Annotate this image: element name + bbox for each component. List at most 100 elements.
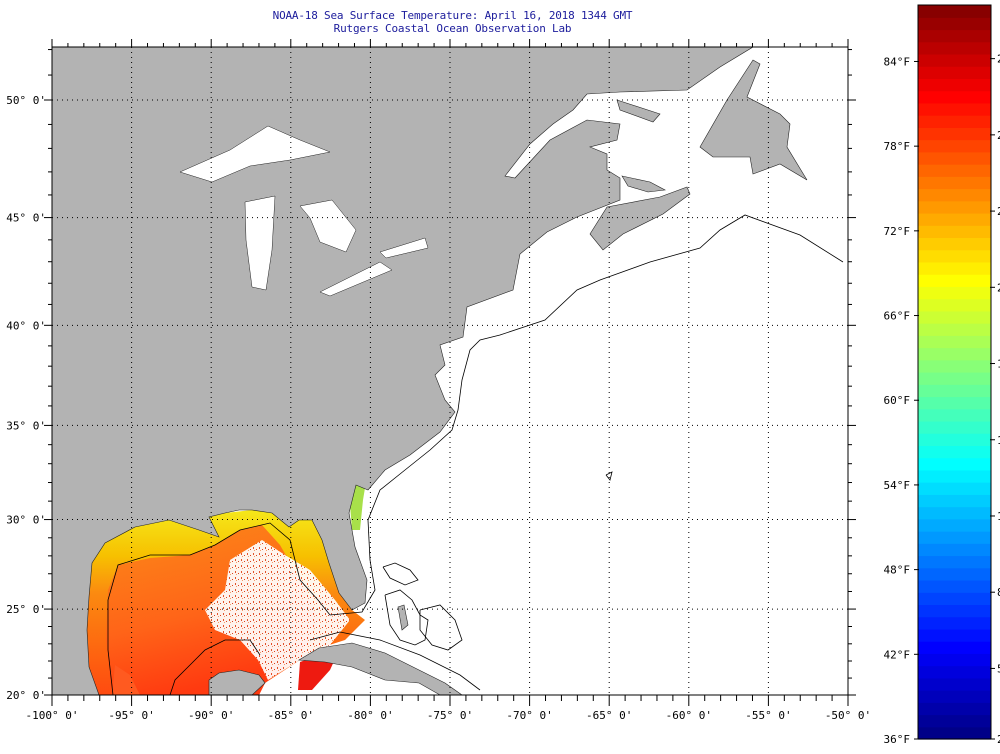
longitude-labels: -100° 0' -95° 0' -90° 0' -85° 0' -80° 0' -75°… [26, 709, 872, 722]
colorbar-band [918, 164, 991, 177]
colorbar-band [918, 225, 991, 239]
bahamas-outline-1 [382, 562, 419, 586]
colorbar-c-label: 8°C [997, 586, 1000, 599]
lat-tick-label: 20° 0' [6, 689, 46, 702]
lon-tick-label: -70° 0' [506, 709, 552, 722]
lat-tick-label: 50° 0' [6, 94, 46, 107]
colorbar-f-label: 60°F [884, 394, 911, 407]
colorbar-labels: 84°F 78°F 72°F 66°F 60°F 54°F 48°F 42°F 36°F 29°C… [884, 53, 1000, 746]
colorbar-band [918, 555, 991, 569]
colorbar-f-label: 78°F [884, 140, 911, 153]
colorbar-band [918, 286, 991, 300]
colorbar-band [918, 53, 991, 67]
colorbar-band [918, 433, 991, 446]
gulf-partial-cloud-area [205, 540, 350, 680]
colorbar-band [918, 102, 991, 116]
colorbar-band [918, 420, 991, 434]
colorbar-band [918, 261, 991, 275]
colorbar-c-label: 14°C [997, 434, 1000, 447]
colorbar-band [918, 127, 991, 141]
colorbar-band [918, 445, 991, 459]
cuba-shelf-outline [309, 631, 481, 691]
bahamas-outline-3 [419, 604, 463, 651]
colorbar-band [918, 139, 991, 153]
colorbar-band [918, 151, 991, 165]
colorbar-band [918, 531, 991, 544]
lon-tick-label: -75° 0' [427, 709, 473, 722]
colorbar-band [918, 5, 991, 18]
colorbar-band [918, 592, 991, 606]
land-masses [51, 46, 808, 696]
lat-tick-label: 30° 0' [6, 514, 46, 527]
colorbar-band [918, 17, 991, 31]
colorbar-f-label: 84°F [884, 55, 911, 68]
lake-ontario [379, 237, 429, 259]
latitude-labels: 20° 0' 25° 0' 30° 0' 35° 0' 40° 0' 45° 0' 50° … [6, 94, 46, 702]
colorbar-band [918, 310, 991, 324]
prince-edward-island [621, 175, 666, 193]
newfoundland [699, 59, 808, 181]
colorbar-band [918, 408, 991, 422]
colorbar-band [918, 665, 991, 679]
colorbar-c-label: 20°C [997, 281, 1000, 294]
colorbar-band [918, 249, 991, 263]
lon-tick-label: -50° 0' [825, 709, 871, 722]
colorbar-band [918, 653, 991, 667]
lake-michigan [244, 195, 276, 291]
axis-ticks [44, 39, 856, 706]
colorbar-band [918, 628, 991, 642]
colorbar-band [918, 188, 991, 202]
colorbar-band [918, 212, 991, 226]
colorbar-band [918, 90, 991, 104]
gulf-southwest-sst [112, 665, 140, 695]
colorbar-band [918, 359, 991, 373]
colorbar-band [918, 66, 991, 79]
colorbar-band [918, 714, 991, 728]
lon-tick-label: -90° 0' [188, 709, 234, 722]
colorbar-band [918, 41, 991, 55]
colorbar-f-label: 54°F [884, 479, 911, 492]
lat-tick-label: 45° 0' [6, 212, 46, 225]
small-island-outline [605, 471, 613, 481]
colorbar-c-label: 11°C [997, 510, 1000, 523]
colorbar-c-label: 5°C [997, 662, 1000, 675]
lon-tick-label: -95° 0' [108, 709, 154, 722]
lat-tick-label: 35° 0' [6, 419, 46, 432]
colorbar-band [918, 29, 991, 43]
colorbar-f-label: 66°F [884, 310, 911, 323]
grid-lines [52, 47, 848, 695]
colorbar-f-label: 42°F [884, 648, 911, 661]
lon-tick-label: -55° 0' [745, 709, 791, 722]
lon-tick-label: -85° 0' [268, 709, 314, 722]
colorbar-band [918, 616, 991, 630]
colorbar-band [918, 726, 991, 740]
great-lakes [179, 125, 429, 297]
colorbar-band [918, 323, 991, 336]
lake-huron [299, 199, 357, 253]
contour-600ft-east-coast [107, 214, 844, 696]
lon-tick-label: -60° 0' [666, 709, 712, 722]
colorbar-band [918, 335, 991, 349]
colorbar-band [918, 115, 991, 128]
colorbar-band [918, 567, 991, 581]
colorbar-c-label: 23°C [997, 205, 1000, 218]
lat-tick-label: 40° 0' [6, 319, 46, 332]
colorbar-band [918, 494, 991, 508]
colorbar-band [918, 372, 991, 385]
colorbar-band [918, 690, 991, 703]
colorbar-band [918, 543, 991, 557]
colorbar-band [918, 200, 991, 214]
colorbar-c-label: 2°C [997, 733, 1000, 746]
colorbar-f-label: 48°F [884, 564, 911, 577]
colorbar-band [918, 78, 991, 92]
colorbar-band [918, 579, 991, 593]
lake-erie [319, 261, 393, 297]
depth-contours [107, 214, 844, 696]
lat-tick-label: 25° 0' [6, 603, 46, 616]
colorbar-band [918, 176, 991, 190]
colorbar-band [918, 518, 991, 532]
colorbar [917, 4, 992, 740]
andros-island [397, 604, 409, 631]
colorbar-band [918, 347, 991, 361]
colorbar-band [918, 506, 991, 520]
